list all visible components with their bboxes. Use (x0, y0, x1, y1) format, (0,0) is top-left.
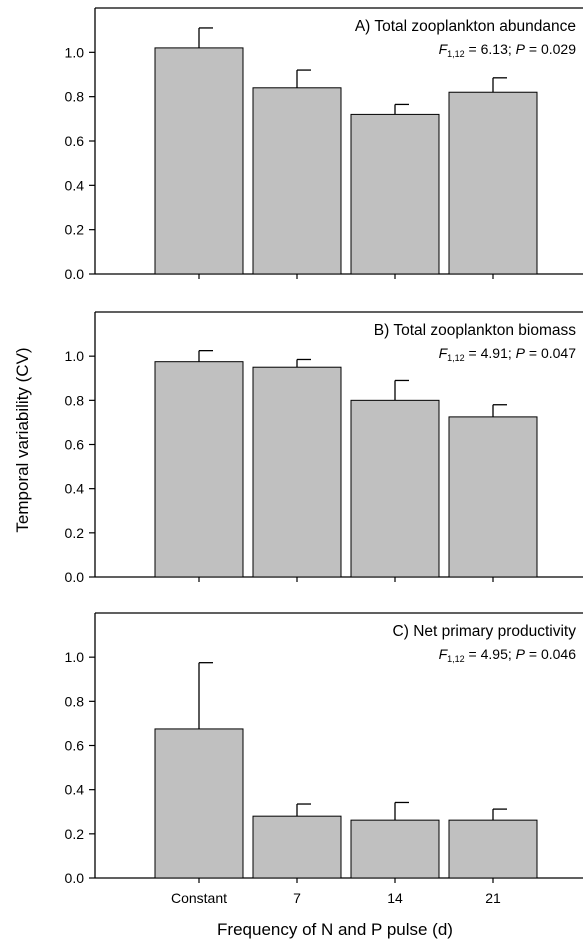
y-tick-label: 0.4 (65, 782, 85, 798)
panel-title: B) Total zooplankton biomass (374, 322, 576, 339)
bar-7 (252, 87, 342, 275)
bar-constant (154, 361, 244, 578)
panel-title: C) Net primary productivity (393, 623, 577, 640)
y-tick-label: 0.6 (65, 738, 85, 754)
y-tick-label: 0.2 (65, 222, 85, 238)
bar-21 (448, 91, 538, 275)
y-tick-label: 1.0 (65, 44, 85, 60)
panel-c: 0.0 0.2 0.4 0.6 0.8 1.0 Constant 7 14 21 C) Net pr… (65, 612, 583, 906)
y-tick-label: 0.0 (65, 569, 85, 585)
x-tick-label: 14 (387, 890, 403, 906)
y-tick-label: 0.8 (65, 89, 85, 105)
x-axis-title: Frequency of N and P pulse (d) (217, 920, 453, 939)
bar-21 (448, 819, 538, 879)
panel-b: 0.0 0.2 0.4 0.6 0.8 1.0 B) Total zooplankton b… (65, 311, 583, 585)
y-axis-title: Temporal variability (CV) (13, 347, 32, 532)
panel-stat: F1,12 = 4.91; P = 0.047 (439, 345, 577, 363)
x-tick-label: Constant (171, 890, 227, 906)
y-tick-label: 0.4 (65, 481, 85, 497)
y-tick-label: 0.0 (65, 266, 85, 282)
bar-7 (252, 366, 342, 578)
panel-stat: F1,12 = 4.95; P = 0.046 (439, 646, 577, 664)
y-tick-label: 0.2 (65, 826, 85, 842)
y-tick-label: 0.6 (65, 437, 85, 453)
panel-a: 0.0 0.2 0.4 0.6 0.8 1.0 A) Total zooplankton a… (65, 7, 583, 282)
bar-7 (252, 815, 342, 879)
panel-title: A) Total zooplankton abundance (355, 18, 576, 35)
bar-constant (154, 47, 244, 275)
bar-14 (350, 819, 440, 879)
x-tick-label: 21 (485, 890, 501, 906)
y-tick-label: 0.2 (65, 525, 85, 541)
bar-constant (154, 728, 244, 879)
y-tick-label: 1.0 (65, 348, 85, 364)
bar-14 (350, 399, 440, 578)
bar-14 (350, 113, 440, 275)
y-tick-label: 0.6 (65, 133, 85, 149)
panel-stat: F1,12 = 6.13; P = 0.029 (439, 41, 577, 59)
y-tick-label: 0.8 (65, 693, 85, 709)
y-tick-label: 1.0 (65, 649, 85, 665)
y-tick-label: 0.4 (65, 177, 85, 193)
bar-21 (448, 416, 538, 578)
x-tick-label: 7 (293, 890, 301, 906)
y-tick-label: 0.8 (65, 392, 85, 408)
y-tick-label: 0.0 (65, 870, 85, 886)
